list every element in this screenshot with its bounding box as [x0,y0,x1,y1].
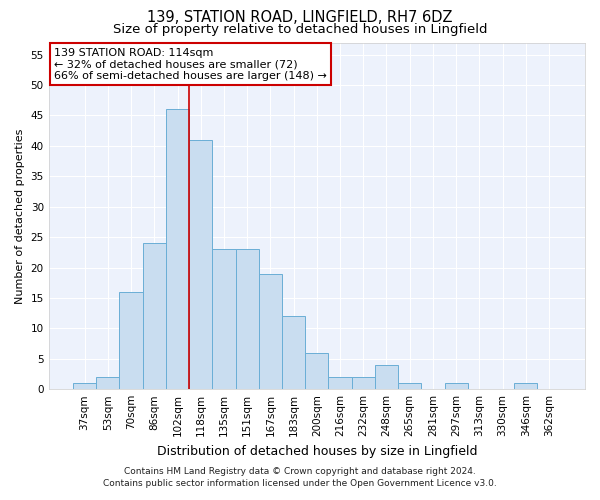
Bar [166,110,189,389]
Bar [282,316,305,389]
Bar [398,383,421,389]
Bar [212,250,236,389]
Bar [305,352,328,389]
Bar [143,243,166,389]
Bar [236,250,259,389]
Bar [73,383,96,389]
Bar [352,377,375,389]
Text: Contains HM Land Registry data © Crown copyright and database right 2024.
Contai: Contains HM Land Registry data © Crown c… [103,466,497,487]
Bar [96,377,119,389]
Text: 139, STATION ROAD, LINGFIELD, RH7 6DZ: 139, STATION ROAD, LINGFIELD, RH7 6DZ [147,10,453,25]
Bar [514,383,538,389]
Bar [189,140,212,389]
Bar [119,292,143,389]
Text: 139 STATION ROAD: 114sqm
← 32% of detached houses are smaller (72)
66% of semi-d: 139 STATION ROAD: 114sqm ← 32% of detach… [54,48,327,81]
Bar [375,365,398,389]
X-axis label: Distribution of detached houses by size in Lingfield: Distribution of detached houses by size … [157,444,477,458]
Bar [328,377,352,389]
Bar [445,383,468,389]
Bar [259,274,282,389]
Y-axis label: Number of detached properties: Number of detached properties [15,128,25,304]
Text: Size of property relative to detached houses in Lingfield: Size of property relative to detached ho… [113,22,487,36]
